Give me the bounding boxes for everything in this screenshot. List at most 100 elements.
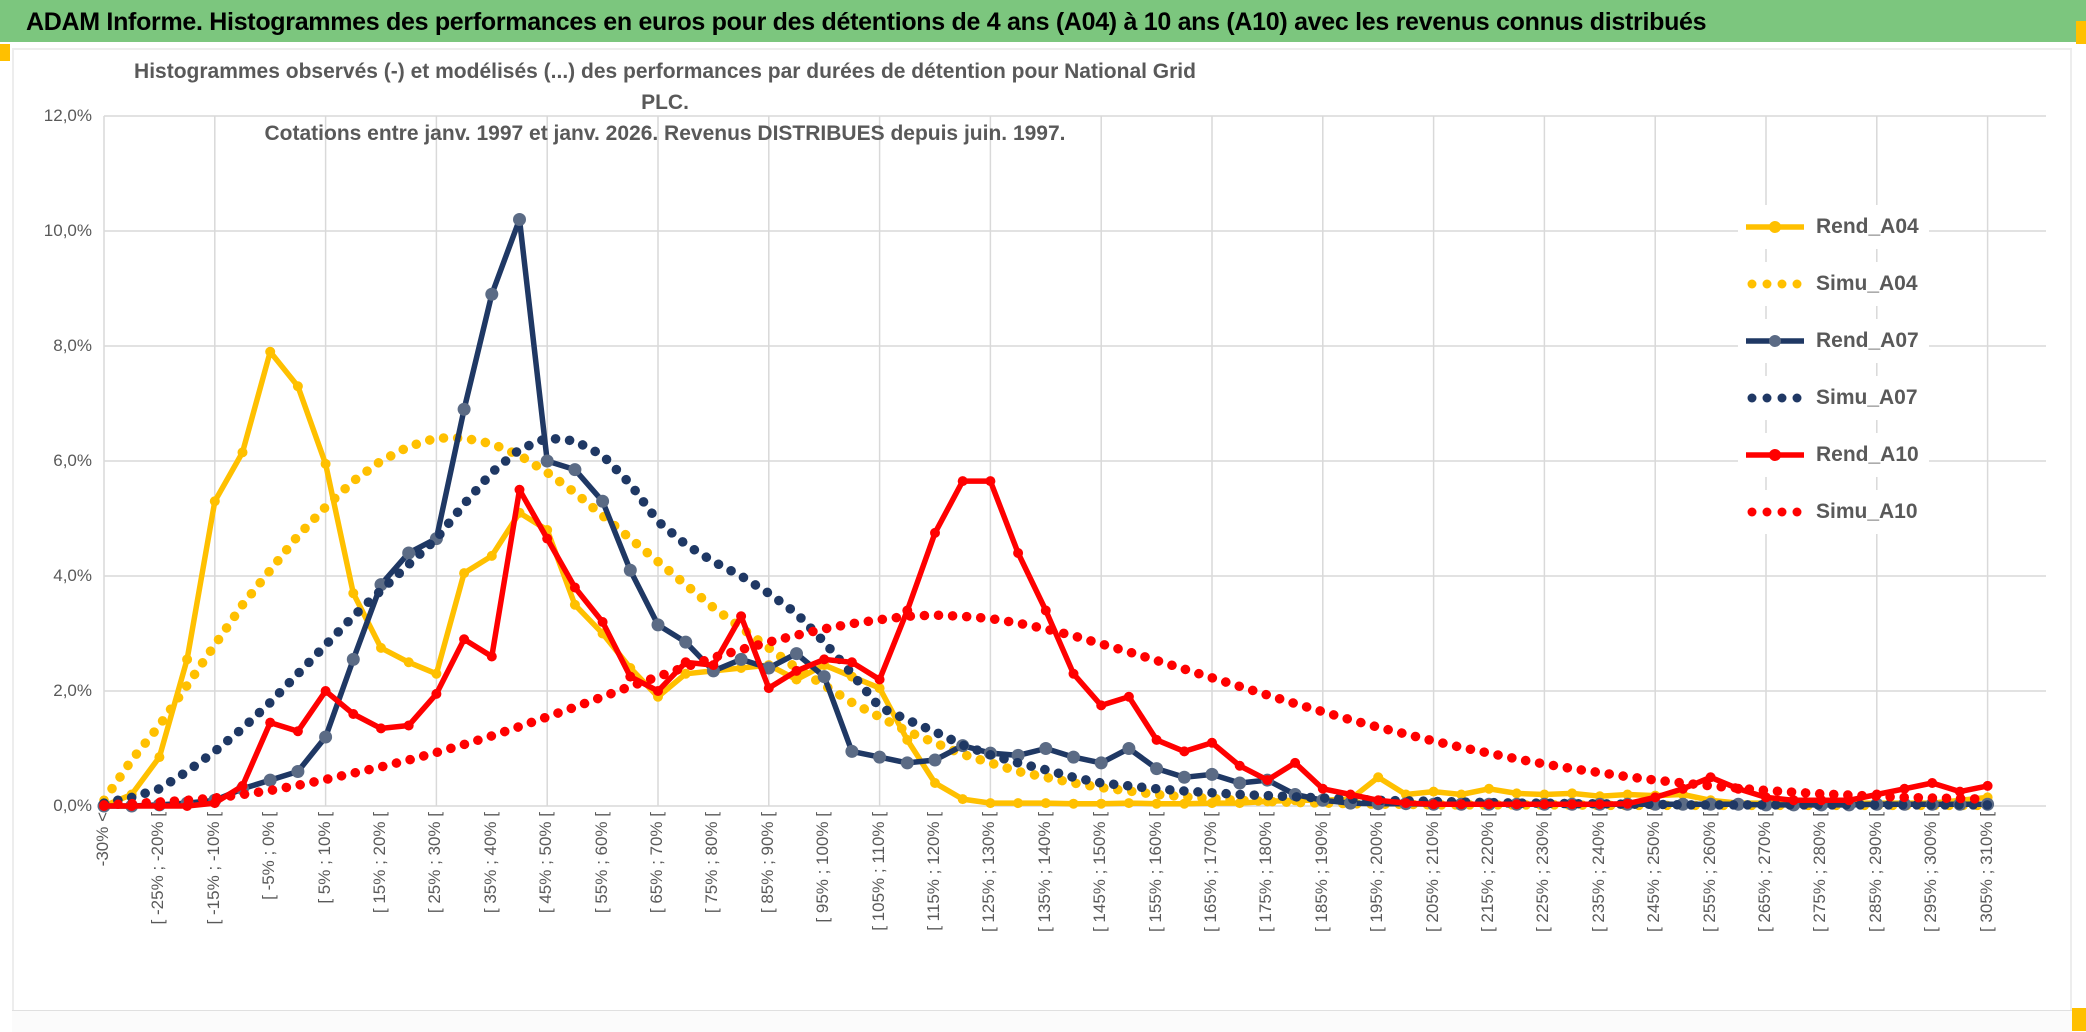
x-tick-label: [ 295% ; 300% [ — [1921, 812, 1941, 933]
marker — [651, 618, 665, 632]
x-tick: [ 75% ; 80% [ — [702, 812, 722, 913]
legend-item-rend-a07[interactable]: Rend_A07 — [1738, 319, 1929, 363]
x-tick: [ 235% ; 240% [ — [1589, 812, 1609, 932]
marker — [1151, 798, 1162, 809]
y-tick-label: 10,0% — [43, 221, 92, 240]
legend-item-rend-a10[interactable]: Rend_A10 — [1738, 433, 1929, 477]
marker — [596, 494, 610, 508]
legend-sample — [1746, 335, 1804, 347]
marker — [485, 287, 499, 301]
marker — [1539, 789, 1550, 800]
legend-item-rend-a04[interactable]: Rend_A04 — [1738, 205, 1929, 249]
legend-swatch-rend-a07-icon — [1744, 333, 1806, 349]
marker — [679, 635, 693, 649]
x-tick: [ 225% ; 230% [ — [1533, 812, 1553, 932]
marker — [320, 686, 331, 696]
x-tick: [ 205% ; 210% [ — [1423, 812, 1443, 932]
marker — [874, 683, 885, 694]
legend-label: Rend_A04 — [1816, 215, 1919, 238]
marker — [680, 668, 691, 679]
legend-swatch-simu-a10-icon — [1744, 504, 1806, 520]
marker — [569, 599, 580, 610]
x-tick-label: [ 85% ; 90% [ — [757, 812, 777, 914]
x-tick-label: [ 195% ; 200% [ — [1367, 812, 1387, 933]
x-tick-label: [ 145% ; 150% [ — [1090, 812, 1110, 933]
marker — [1234, 760, 1245, 771]
x-tick: [ 185% ; 190% [ — [1312, 812, 1332, 932]
marker — [1067, 750, 1080, 764]
legend-item-simu-a10[interactable]: Simu_A10 — [1738, 490, 1929, 534]
marker — [292, 381, 303, 392]
marker — [348, 588, 359, 599]
page-title: ADAM Informe. Histogrammes des performan… — [26, 8, 1707, 36]
x-tick-label: [ 225% ; 230% [ — [1533, 812, 1553, 933]
legend-item-simu-a04[interactable]: Simu_A04 — [1738, 262, 1929, 306]
legend-label: Rend_A10 — [1816, 443, 1919, 466]
marker — [1123, 798, 1134, 809]
marker — [1205, 767, 1219, 781]
marker — [265, 346, 276, 357]
marker — [1511, 788, 1522, 799]
marker — [1567, 799, 1578, 810]
x-tick-label: [ 175% ; 180% [ — [1256, 812, 1276, 933]
marker — [819, 654, 830, 665]
marker — [708, 660, 719, 671]
legend-sample — [1747, 279, 1802, 289]
x-tick-label: [ 105% ; 110% [ — [868, 812, 888, 931]
x-tick-label: [ 235% ; 240% [ — [1588, 812, 1608, 933]
header-bar: ADAM Informe. Histogrammes des performan… — [0, 0, 2086, 42]
x-tick-label: [ 75% ; 80% [ — [702, 812, 722, 914]
marker — [930, 778, 940, 788]
marker — [846, 657, 857, 668]
x-tick: [ 175% ; 180% [ — [1256, 812, 1276, 932]
chart-window — [12, 48, 2072, 1012]
marker — [431, 668, 442, 679]
y-tick-label: 6,0% — [53, 451, 92, 470]
legend-sample — [1747, 507, 1802, 517]
x-tick: [ 265% ; 270% [ — [1755, 812, 1775, 932]
marker — [762, 661, 776, 675]
marker — [1040, 798, 1051, 809]
marker — [1122, 742, 1136, 755]
x-tick-label: [ 65% ; 70% [ — [647, 812, 666, 914]
x-tick: [ 55% ; 60% [ — [592, 812, 612, 913]
x-tick: [ 195% ; 200% [ — [1367, 812, 1387, 932]
marker — [319, 730, 333, 744]
x-tick-label: -30% < — [93, 812, 112, 867]
marker — [1094, 756, 1108, 770]
marker — [237, 780, 248, 791]
marker — [900, 756, 914, 770]
legend-sample — [1746, 449, 1804, 461]
x-tick-label: [ 275% ; 280% [ — [1810, 812, 1830, 933]
marker — [817, 670, 831, 684]
x-tick: [ 145% ; 150% [ — [1090, 812, 1110, 932]
marker — [1013, 798, 1024, 809]
x-tick-label: [ 165% ; 170% [ — [1201, 812, 1220, 933]
marker — [1013, 548, 1024, 558]
marker — [763, 683, 774, 694]
x-tick-label: [ 95% ; 100% [ — [813, 812, 833, 923]
series-rend_a10 — [104, 478, 1989, 809]
marker — [265, 717, 276, 728]
marker — [320, 458, 331, 469]
marker — [457, 402, 471, 416]
x-tick: [ 155% ; 160% [ — [1146, 812, 1166, 932]
marker — [1788, 795, 1799, 806]
x-tick-label: [ 45% ; 50% [ — [536, 812, 556, 914]
marker — [291, 765, 305, 778]
y-tick-label: 12,0% — [43, 106, 92, 125]
x-tick-label: [ 135% ; 140% [ — [1034, 812, 1054, 933]
legend-swatch-simu-a04-icon — [1744, 276, 1806, 292]
marker — [597, 617, 608, 627]
legend-item-simu-a07[interactable]: Simu_A07 — [1738, 376, 1929, 420]
marker — [1039, 742, 1053, 755]
legend-sample — [1746, 221, 1804, 233]
marker — [1207, 737, 1217, 748]
x-tick: [ 85% ; 90% [ — [758, 812, 778, 913]
marker — [1068, 668, 1079, 679]
marker — [292, 726, 303, 737]
x-tick: [ 5% ; 10% [ — [315, 812, 335, 904]
legend-label: Simu_A10 — [1816, 500, 1918, 523]
marker — [1456, 799, 1467, 810]
x-tick-label: [ 285% ; 290% [ — [1865, 812, 1885, 933]
